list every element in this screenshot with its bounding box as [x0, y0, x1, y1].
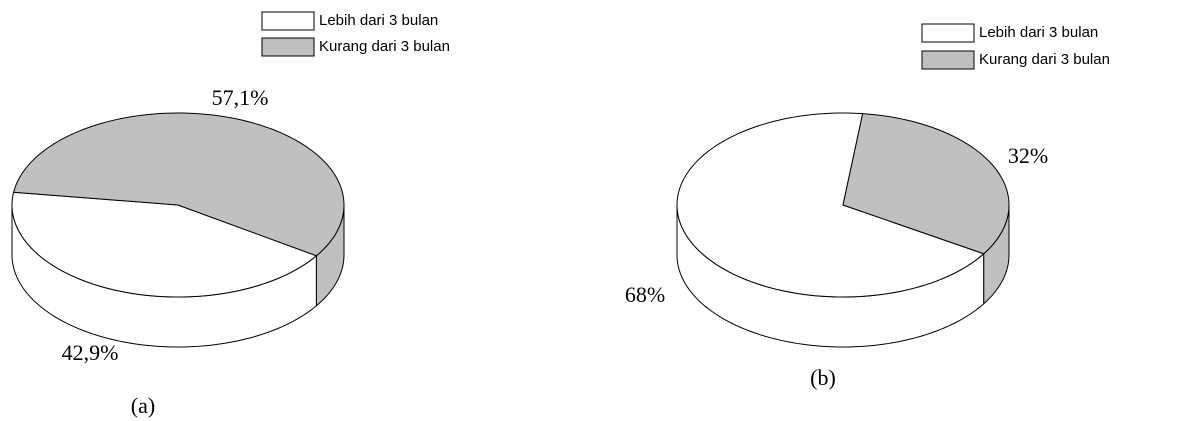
pie-slice	[676, 112, 985, 298]
pie-slice	[11, 191, 318, 298]
value-label: 42,9%	[62, 340, 119, 365]
legend-label: Kurang dari 3 bulan	[319, 38, 450, 55]
legend-label: Lebih dari 3 bulan	[979, 24, 1098, 41]
pie-slice	[842, 113, 1010, 255]
legend-swatch	[921, 50, 975, 70]
legend-swatch	[261, 11, 315, 31]
chart-caption: (b)	[810, 365, 836, 390]
value-label: 32%	[1008, 143, 1048, 168]
legend-label: Lebih dari 3 bulan	[319, 12, 438, 29]
legend-swatch	[921, 23, 975, 43]
value-label: 57,1%	[212, 85, 269, 110]
legend-label: Kurang dari 3 bulan	[979, 51, 1110, 68]
value-label: 68%	[625, 282, 665, 307]
legend-swatch	[261, 37, 315, 57]
chart-caption: (a)	[131, 393, 155, 418]
pie-slice	[12, 112, 345, 257]
